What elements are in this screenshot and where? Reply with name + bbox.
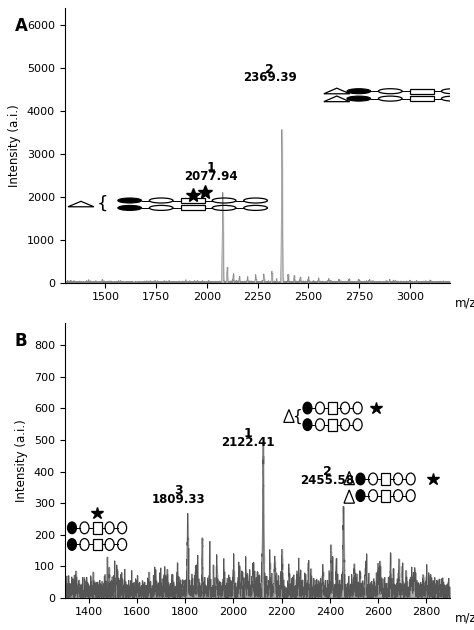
X-axis label: m/z: m/z (455, 296, 474, 309)
Text: 1: 1 (244, 427, 252, 440)
Text: A: A (15, 16, 27, 35)
Text: 1: 1 (207, 161, 215, 175)
Circle shape (347, 89, 371, 94)
Circle shape (303, 402, 312, 414)
Circle shape (356, 490, 365, 501)
Y-axis label: Intensity (a.i.): Intensity (a.i.) (15, 419, 28, 502)
Circle shape (118, 205, 142, 210)
Circle shape (67, 539, 76, 551)
Text: 2: 2 (323, 465, 332, 478)
Bar (92, 522, 101, 534)
Text: 1809.33: 1809.33 (151, 493, 205, 506)
Text: 2077.94: 2077.94 (184, 169, 238, 183)
Bar (381, 490, 390, 501)
Text: B: B (15, 331, 27, 350)
Circle shape (118, 198, 142, 203)
Text: 3: 3 (174, 484, 182, 496)
Bar (410, 96, 434, 101)
Bar (181, 205, 204, 210)
Circle shape (303, 419, 312, 430)
Circle shape (356, 473, 365, 485)
X-axis label: m/z: m/z (455, 611, 474, 624)
Bar (181, 198, 204, 203)
Text: {: { (292, 409, 302, 424)
Text: 2122.41: 2122.41 (221, 437, 275, 449)
Text: {: { (97, 195, 108, 213)
Text: 2: 2 (265, 62, 274, 76)
Text: 2455.58: 2455.58 (301, 474, 355, 487)
Circle shape (67, 522, 76, 534)
Bar (92, 539, 101, 551)
Y-axis label: Intensity (a.i.): Intensity (a.i.) (9, 104, 21, 187)
Bar (328, 402, 337, 414)
Text: 2369.39: 2369.39 (243, 71, 297, 84)
Bar (410, 89, 434, 94)
Bar (381, 473, 390, 485)
Circle shape (347, 96, 371, 101)
Bar (328, 419, 337, 430)
